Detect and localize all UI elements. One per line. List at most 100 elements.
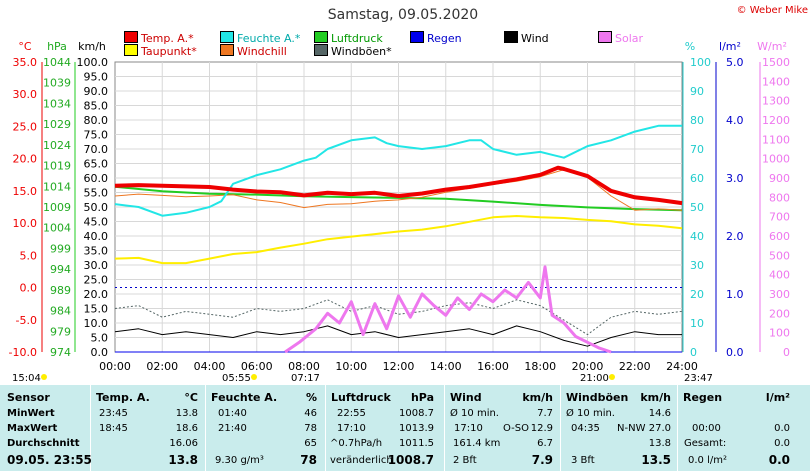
humidity-axis-label: 20 xyxy=(690,288,704,301)
solar-axis-label: 1500 xyxy=(762,56,790,69)
speed-axis-label: 85.0 xyxy=(84,100,109,113)
time-axis-label: 12:00 xyxy=(383,360,415,373)
temp-max-value: 18.6 xyxy=(175,423,198,434)
speed-axis-label: 60.0 xyxy=(84,172,109,185)
legend-swatch xyxy=(124,31,138,43)
temp-axis-label: 10.0 xyxy=(13,217,38,230)
pressure-avg-value: 1011.5 xyxy=(399,438,434,449)
solar-axis-label: 400 xyxy=(769,269,790,282)
time-axis-label: 02:00 xyxy=(146,360,178,373)
humidity-min-value: 46 xyxy=(304,408,317,419)
legend-humidity: Feuchte A.* xyxy=(220,31,300,45)
pressure-axis-label: 1019 xyxy=(43,160,71,173)
legend-swatch xyxy=(504,31,518,43)
pressure-axis-label: 1024 xyxy=(43,139,71,152)
solar-axis-label: 200 xyxy=(769,307,790,320)
rain-current-value: 0.0 xyxy=(768,453,790,467)
solar-axis-label: 600 xyxy=(769,230,790,243)
rain-total-value: 0.0 xyxy=(774,438,790,449)
speed-axis-label: 55.0 xyxy=(84,187,109,200)
pressure-tendency: veränderlich xyxy=(330,455,393,466)
pressure-axis-label: 1029 xyxy=(43,118,71,131)
legend-swatch xyxy=(314,44,328,56)
pressure-current-value: 1008.7 xyxy=(387,453,434,467)
rain-axis-label: 2.0 xyxy=(726,230,744,243)
time-axis-label: 04:00 xyxy=(194,360,226,373)
legend-rain: Regen xyxy=(410,31,462,45)
rain-hour-value: 0.0 xyxy=(774,423,790,434)
rain-current-label: 0.0 l/m² xyxy=(688,455,727,466)
header-gusts: Windböen xyxy=(566,391,629,404)
temp-axis-label: 25.0 xyxy=(13,120,38,133)
temp-current-value: 13.8 xyxy=(168,453,198,467)
solar-axis-label: 1300 xyxy=(762,95,790,108)
sun-icon xyxy=(41,374,47,380)
rain-axis-label: 4.0 xyxy=(726,114,744,127)
legend-label: Taupunkt* xyxy=(141,45,197,58)
speed-axis-label: 45.0 xyxy=(84,216,109,229)
solar-axis-label: 300 xyxy=(769,288,790,301)
pressure-axis-label: 1009 xyxy=(43,201,71,214)
speed-axis-label: 95.0 xyxy=(84,71,109,84)
header-temp: Temp. A. xyxy=(96,391,150,404)
legend-temp: Temp. A.* xyxy=(124,31,194,45)
pressure-axis-label: 1039 xyxy=(43,77,71,90)
speed-axis-label: 15.0 xyxy=(84,303,109,316)
legend-label: Feuchte A.* xyxy=(237,32,301,45)
humidity-axis-label: 100 xyxy=(690,56,711,69)
header-gusts-unit: km/h xyxy=(640,391,671,404)
series-line-taupunkt xyxy=(114,215,683,265)
legend-label: Regen xyxy=(427,32,462,45)
pressure-axis-label: 984 xyxy=(50,305,71,318)
legend-label: Windböen* xyxy=(331,45,392,58)
solar-axis-label: 900 xyxy=(769,172,790,185)
time-axis-label: 00:00 xyxy=(99,360,131,373)
pressure-axis-label: 1014 xyxy=(43,180,71,193)
temp-axis-label: -10.0 xyxy=(9,346,37,359)
header-temp-unit: °C xyxy=(184,391,198,404)
pressure-axis-label: 999 xyxy=(50,242,71,255)
header-wind-unit: km/h xyxy=(522,391,553,404)
legend-swatch xyxy=(220,31,234,43)
gust-max-value: 27.0 xyxy=(648,423,671,434)
pressure-axis-label: 979 xyxy=(50,325,71,338)
gust-max-time: 04:35 xyxy=(571,423,600,434)
legend-label: Luftdruck xyxy=(331,32,383,45)
solar-axis-label: 800 xyxy=(769,191,790,204)
pressure-axis-label: 974 xyxy=(50,346,71,359)
humidity-max-value: 78 xyxy=(304,423,317,434)
speed-axis-label: 30.0 xyxy=(84,259,109,272)
speed-axis-label: 50.0 xyxy=(84,201,109,214)
legend-pressure: Luftdruck xyxy=(314,31,383,45)
time-axis-label: 16:00 xyxy=(477,360,509,373)
speed-axis-label: 90.0 xyxy=(84,85,109,98)
header-sensor: Sensor xyxy=(7,391,50,404)
humidity-unit-label: % xyxy=(685,40,695,53)
humidity-axis-label: 90 xyxy=(690,85,704,98)
legend-label: Solar xyxy=(615,32,644,45)
time-axis-label: 20:00 xyxy=(572,360,604,373)
pressure-min-time: 22:55 xyxy=(337,408,366,419)
humidity-axis-label: 70 xyxy=(690,143,704,156)
time-axis-label: 22:00 xyxy=(619,360,651,373)
pressure-max-value: 1013.9 xyxy=(399,423,434,434)
time-axis-label: 24:00 xyxy=(666,360,698,373)
header-rain: Regen xyxy=(683,391,723,404)
humidity-axis-label: 60 xyxy=(690,172,704,185)
pressure-axis-label: 994 xyxy=(50,263,71,276)
legend-swatch xyxy=(314,31,328,43)
chart-title: Samstag, 09.05.2020 xyxy=(328,7,478,23)
wind-avg-label: Ø 10 min. xyxy=(450,408,499,419)
wind-avg-value: 7.7 xyxy=(537,408,553,419)
speed-axis-label: 25.0 xyxy=(84,274,109,287)
wind-current-value: 7.9 xyxy=(531,453,553,467)
solar-unit-label: W/m² xyxy=(757,40,787,53)
pressure-min-value: 1008.7 xyxy=(399,408,434,419)
temp-axis-label: 0.0 xyxy=(20,282,38,295)
pressure-max-time: 17:10 xyxy=(337,423,366,434)
solar-axis-label: 700 xyxy=(769,211,790,224)
humidity-current-value: 78 xyxy=(300,453,317,467)
row-label-max: MaxWert xyxy=(7,423,58,434)
sunrise-label: 05:55 xyxy=(222,373,251,384)
speed-axis-label: 20.0 xyxy=(84,288,109,301)
